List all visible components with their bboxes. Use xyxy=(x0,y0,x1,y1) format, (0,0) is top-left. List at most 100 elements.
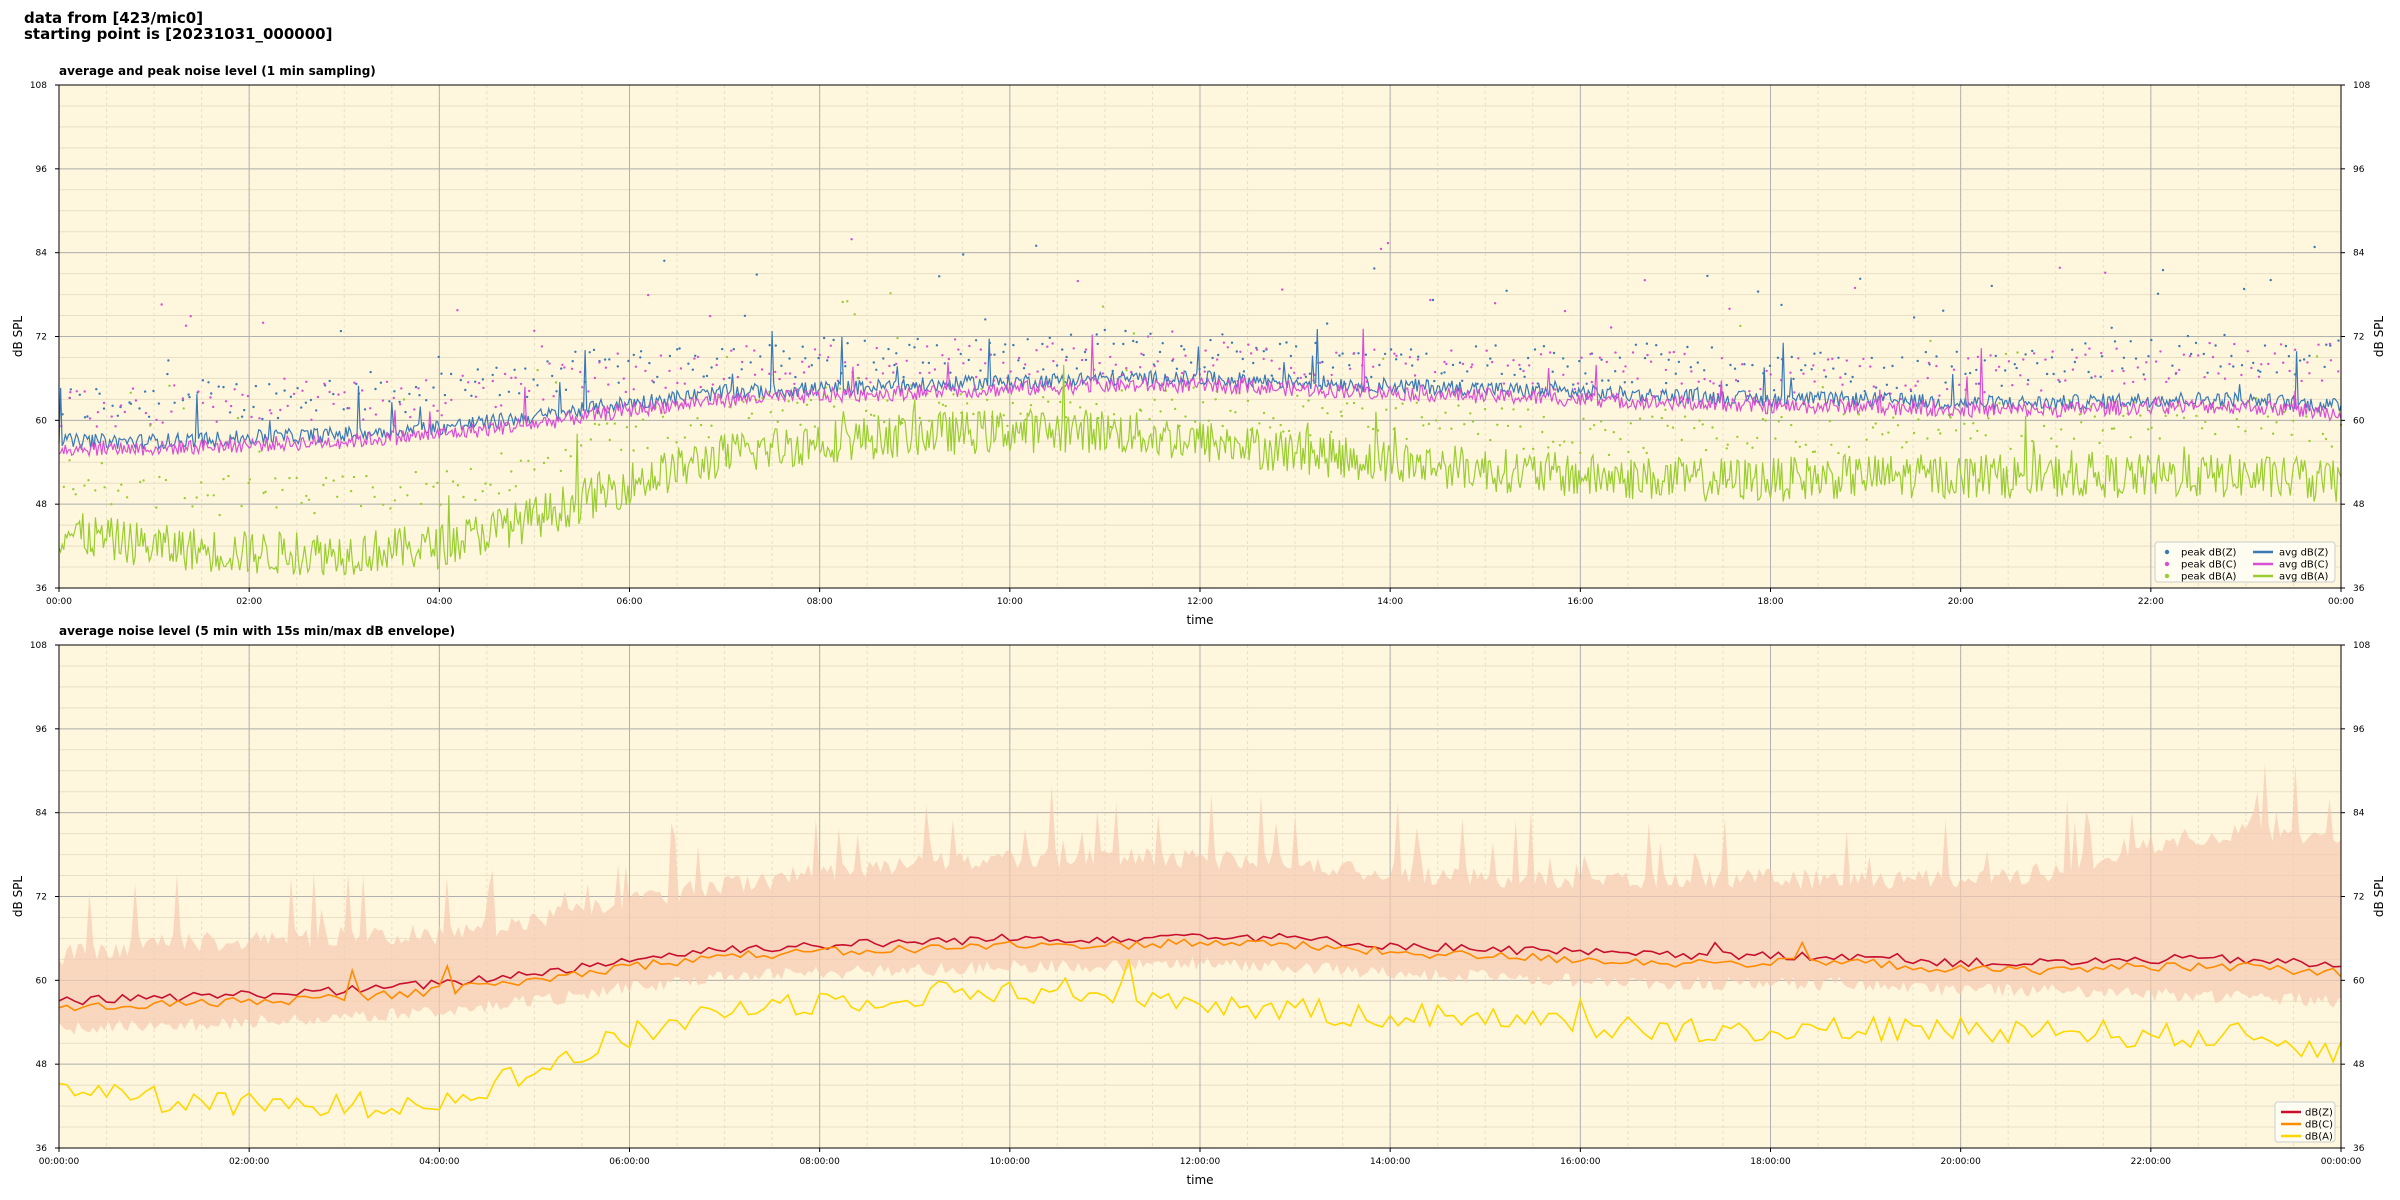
data-point xyxy=(173,401,176,404)
data-point xyxy=(1489,357,1492,360)
data-point xyxy=(551,374,554,378)
data-point xyxy=(1217,353,1220,357)
data-point xyxy=(2288,369,2291,373)
data-point xyxy=(440,372,443,375)
data-point xyxy=(666,436,669,440)
data-point xyxy=(1241,357,1245,361)
data-point xyxy=(264,490,267,493)
data-point xyxy=(1427,422,1431,426)
data-point xyxy=(2324,437,2328,441)
data-point xyxy=(1774,437,1777,440)
data-point xyxy=(813,348,817,351)
data-point xyxy=(793,382,796,386)
data-point xyxy=(962,362,965,365)
data-point xyxy=(248,478,251,481)
data-point xyxy=(542,398,545,401)
data-point xyxy=(1425,352,1428,355)
data-point xyxy=(414,470,417,474)
x-tick-label: 18:00:00 xyxy=(1750,1157,1791,1167)
data-point xyxy=(514,376,517,379)
x-tick-label: 04:00 xyxy=(426,597,452,607)
data-point xyxy=(2129,436,2132,439)
data-point xyxy=(258,417,261,420)
data-point xyxy=(699,423,703,427)
data-point xyxy=(83,416,87,419)
data-point xyxy=(1851,375,1854,379)
data-point xyxy=(1278,367,1281,370)
data-point xyxy=(581,386,584,389)
data-point xyxy=(2013,363,2017,366)
data-point xyxy=(2267,362,2270,366)
data-point xyxy=(2071,368,2075,371)
data-point xyxy=(1444,411,1447,414)
data-point xyxy=(1542,415,1546,419)
data-point xyxy=(1180,344,1183,348)
legend-label: peak dB(Z) xyxy=(2181,548,2237,559)
data-point xyxy=(1672,350,1676,354)
data-point xyxy=(801,360,804,363)
data-point xyxy=(1318,361,1322,364)
data-point xyxy=(2283,410,2286,414)
data-point xyxy=(1433,370,1437,374)
data-point xyxy=(1114,363,1118,366)
data-point xyxy=(2020,434,2023,438)
data-point xyxy=(1756,436,1759,440)
data-point xyxy=(592,348,596,352)
data-point xyxy=(373,495,376,499)
data-point xyxy=(889,292,892,295)
data-point xyxy=(1916,380,1920,383)
data-point xyxy=(1624,365,1627,368)
data-point xyxy=(1824,375,1828,378)
data-point xyxy=(182,407,185,410)
data-point xyxy=(1415,401,1419,404)
data-point xyxy=(1790,355,1794,359)
data-point xyxy=(187,393,190,396)
data-point xyxy=(313,511,316,515)
data-point xyxy=(1061,348,1064,351)
data-point xyxy=(1101,372,1105,375)
data-point xyxy=(1831,357,1834,360)
data-point xyxy=(247,481,250,485)
data-point xyxy=(2321,432,2325,436)
data-point xyxy=(134,399,138,402)
data-point xyxy=(1386,241,1390,245)
data-point xyxy=(1272,417,1275,420)
data-point xyxy=(1924,350,1928,354)
x-tick-label: 00:00:00 xyxy=(39,1157,80,1167)
data-point xyxy=(2113,340,2117,343)
data-point xyxy=(1173,407,1177,411)
data-point xyxy=(474,380,477,383)
x-tick-label: 00:00 xyxy=(46,597,72,607)
x-tick-label: 06:00:00 xyxy=(609,1157,650,1167)
data-point xyxy=(1629,422,1633,425)
data-point xyxy=(228,411,232,414)
data-point xyxy=(83,390,86,393)
data-point xyxy=(1743,363,1746,366)
data-point xyxy=(1214,398,1217,401)
data-point xyxy=(2182,416,2186,419)
data-point xyxy=(984,318,987,321)
data-point xyxy=(120,483,123,486)
data-point xyxy=(2139,414,2142,417)
data-point xyxy=(1562,357,1565,360)
data-point xyxy=(935,344,939,347)
data-point xyxy=(1914,384,1917,387)
y-tick-label-right: 96 xyxy=(2353,165,2365,175)
data-point xyxy=(310,418,313,421)
data-point xyxy=(1528,364,1531,367)
data-point xyxy=(1512,359,1515,362)
data-point xyxy=(1429,298,1432,302)
data-point xyxy=(2016,351,2019,354)
data-point xyxy=(2143,378,2147,381)
data-point xyxy=(1733,367,1737,370)
data-point xyxy=(342,408,345,411)
data-point xyxy=(555,390,558,393)
data-point xyxy=(2202,352,2205,356)
data-point xyxy=(1026,338,1029,341)
data-point xyxy=(2330,445,2333,448)
data-point xyxy=(1526,356,1530,360)
data-point xyxy=(2204,420,2207,424)
data-point xyxy=(603,358,607,361)
data-point xyxy=(979,348,982,351)
data-point xyxy=(404,410,407,414)
